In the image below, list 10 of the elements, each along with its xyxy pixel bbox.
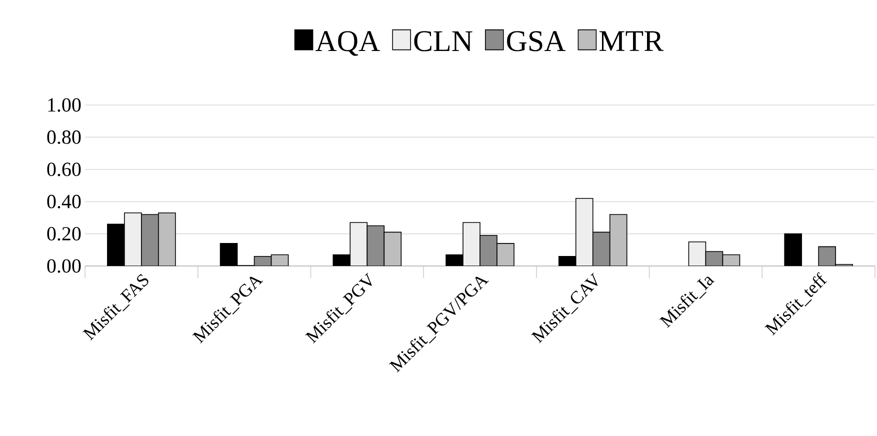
legend-label: CLN [414, 31, 472, 52]
legend-label: GSA [507, 31, 566, 52]
y-tick-label: 0.80 [47, 130, 81, 144]
y-tick-label: 0.20 [47, 227, 81, 241]
y-tick-label: 0.40 [47, 194, 81, 208]
legend-label: AQA [315, 31, 380, 56]
y-tick-label: 1.00 [48, 98, 81, 112]
y-tick-label: 0.00 [47, 259, 81, 273]
y-tick-label: 0.60 [47, 162, 81, 176]
legend-label: MTR [599, 31, 664, 51]
